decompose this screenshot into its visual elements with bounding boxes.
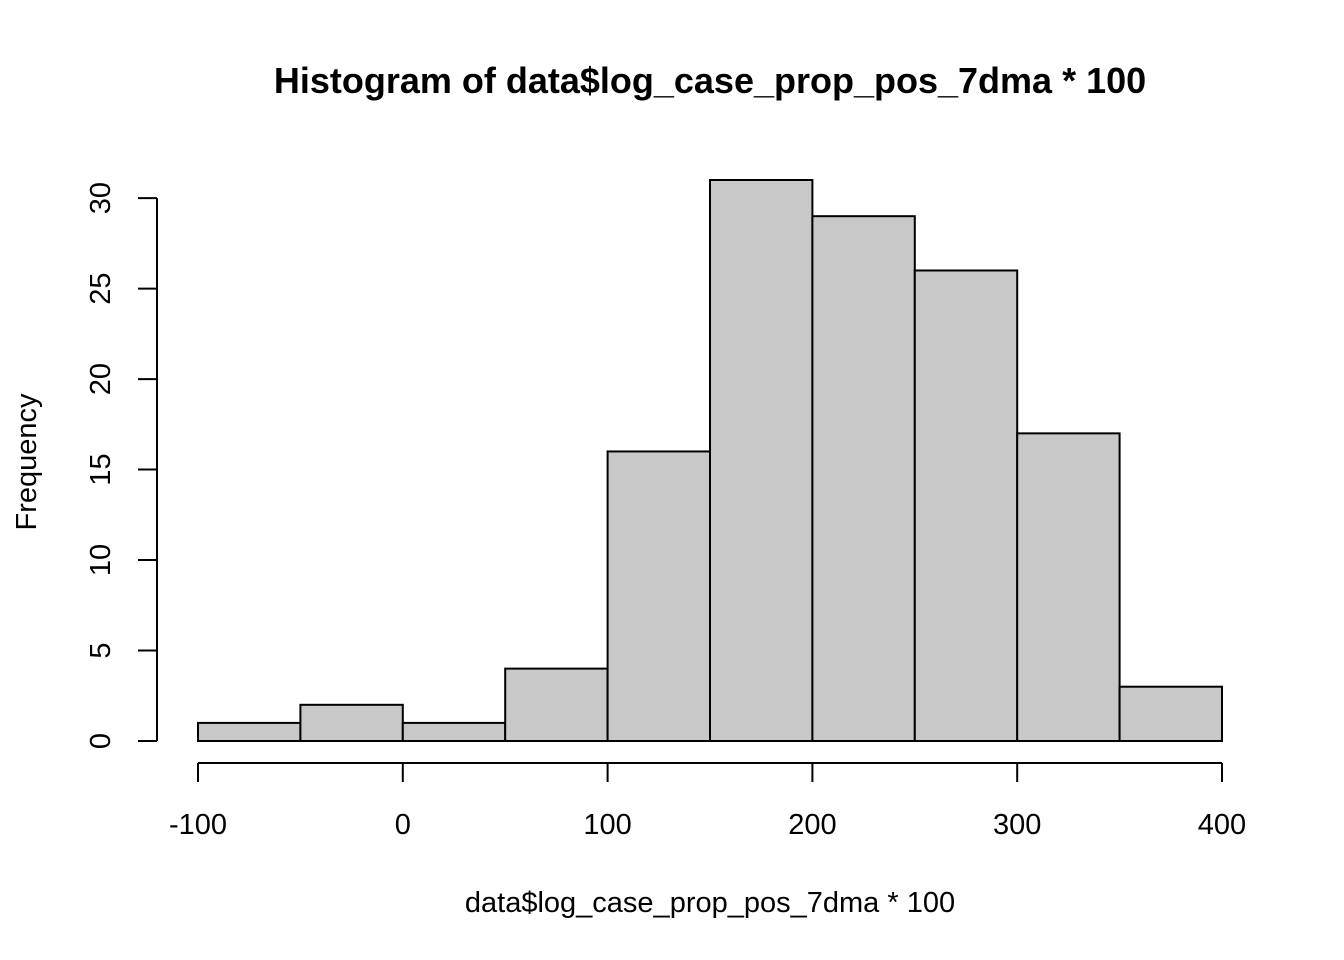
bars-group [197,179,1223,743]
x-axis: -100 0 100 200 300 400 [169,762,1246,841]
x-axis-label: data$log_case_prop_pos_7dma * 100 [465,887,955,919]
x-tick-label: 400 [1198,809,1246,841]
y-tick-label: 20 [85,363,117,395]
y-tick-label: 5 [85,642,117,658]
histogram-bar [709,179,814,742]
y-tick-label: 0 [85,733,117,749]
x-tick-label: 200 [788,809,836,841]
x-tick-label: 0 [395,809,411,841]
histogram-bar [811,215,916,742]
histogram-bar [299,703,404,743]
chart-title: Histogram of data$log_case_prop_pos_7dma… [274,60,1146,101]
histogram-bar [1118,685,1223,742]
histogram-bar [606,450,711,742]
x-tick-label: 100 [583,809,631,841]
y-axis-label: Frequency [11,393,43,531]
histogram-bar [504,667,609,743]
y-tick-label: 15 [85,453,117,485]
y-axis: 0 5 10 15 20 25 30 [85,182,158,749]
histogram-bar [913,269,1019,742]
y-tick-label: 30 [85,182,117,214]
y-tick-label: 25 [85,272,117,304]
histogram-bar [1016,432,1121,742]
x-tick-label: 300 [993,809,1041,841]
histogram-bar [197,721,302,742]
y-tick-label: 10 [85,544,117,576]
x-tick-label: -100 [169,809,227,841]
histogram-bar [401,721,507,742]
